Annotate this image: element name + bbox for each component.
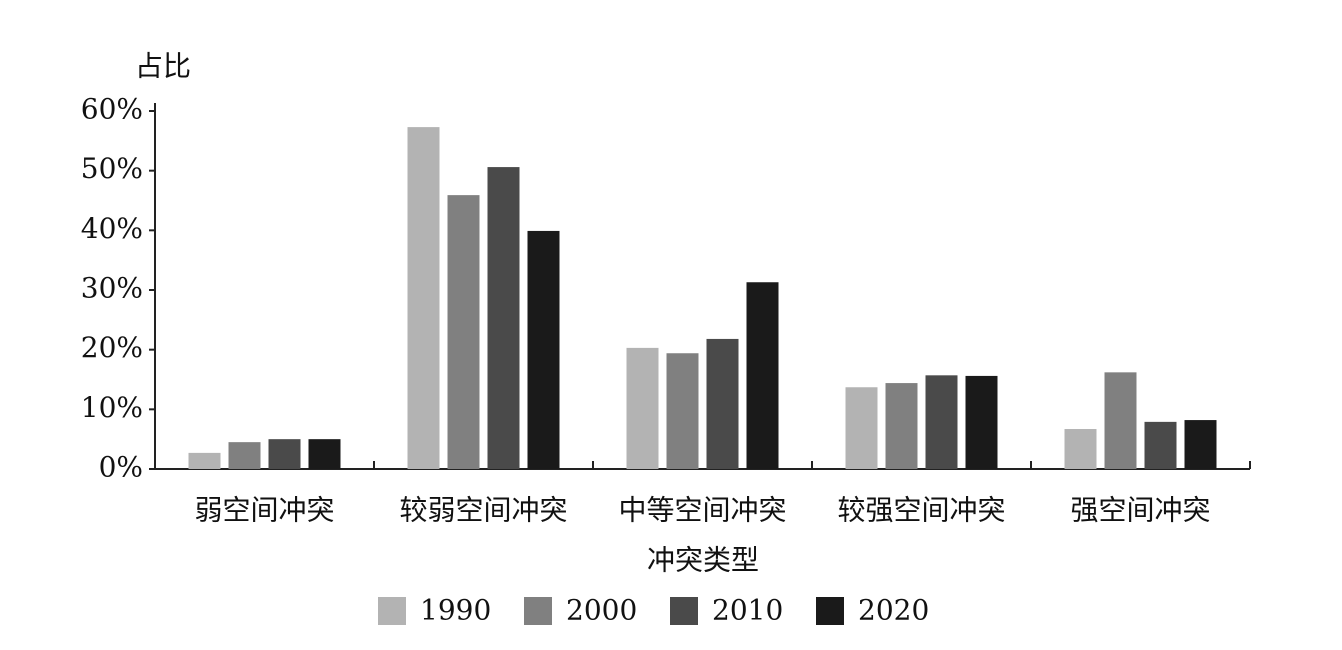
- x-tick-label: 较弱空间冲突: [399, 494, 567, 527]
- bar: [487, 167, 520, 469]
- x-tick-label: 中等空间冲突: [618, 494, 786, 527]
- legend-swatch: [670, 597, 698, 625]
- bar: [1184, 420, 1217, 469]
- y-tick-label: 10%: [81, 391, 143, 424]
- bar: [527, 230, 560, 469]
- legend-swatch: [378, 597, 406, 625]
- bar: [845, 387, 878, 469]
- bar: [268, 439, 301, 469]
- bar: [746, 282, 779, 469]
- bar: [308, 439, 341, 469]
- y-tick-label: 50%: [81, 152, 143, 185]
- y-tick-label: 0%: [99, 451, 143, 484]
- legend-label: 2000: [566, 594, 637, 627]
- y-tick-label: 30%: [81, 272, 143, 305]
- y-tick-label: 60%: [81, 93, 143, 126]
- x-tick-label: 强空间冲突: [1070, 494, 1210, 527]
- bar: [885, 383, 918, 469]
- x-tick-label: 较强空间冲突: [837, 494, 1005, 527]
- legend-swatch: [524, 597, 552, 625]
- bar: [965, 375, 998, 469]
- bar: [1064, 429, 1097, 469]
- legend-swatch: [816, 597, 844, 625]
- bar: [228, 442, 261, 469]
- y-tick-label: 40%: [81, 212, 143, 245]
- bar: [666, 353, 699, 469]
- legend-label: 2020: [858, 594, 929, 627]
- bar: [1144, 421, 1177, 469]
- bar: [925, 375, 958, 469]
- bar: [1104, 372, 1137, 469]
- legend-label: 2010: [712, 594, 783, 627]
- bar: [447, 195, 480, 469]
- x-tick-label: 弱空间冲突: [194, 494, 334, 527]
- y-tick-label: 20%: [81, 331, 143, 364]
- bar: [626, 347, 659, 469]
- legend-label: 1990: [420, 594, 491, 627]
- y-axis-label: 占比: [135, 50, 191, 83]
- bar: [706, 338, 739, 469]
- bar: [188, 452, 221, 469]
- bar: [407, 127, 440, 470]
- x-axis-label: 冲突类型: [647, 544, 759, 577]
